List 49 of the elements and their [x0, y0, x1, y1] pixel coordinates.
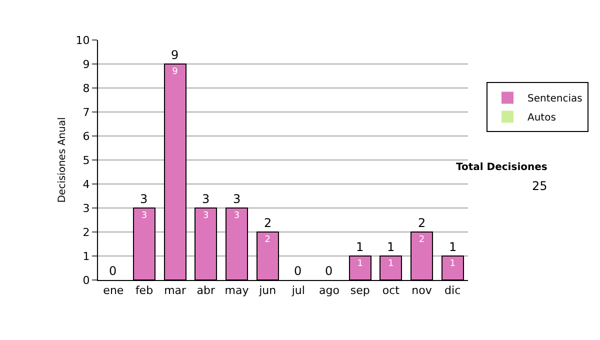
y-tick-label: 0	[82, 274, 90, 287]
y-tick-label: 4	[82, 178, 90, 191]
legend-label: Autos	[528, 112, 556, 124]
x-tick-label: may	[224, 284, 250, 298]
y-tick-label: 6	[82, 130, 90, 143]
x-tick-label: dic	[444, 284, 461, 298]
total-label: 3	[202, 192, 210, 206]
total-label: 1	[449, 240, 457, 254]
text: 25	[532, 179, 548, 193]
x-tick-label: abr	[196, 284, 216, 298]
y-tick-label: 3	[82, 202, 90, 215]
x-tick-label: feb	[135, 284, 154, 298]
y-tick-label: 5	[82, 154, 90, 167]
y-tick-label: 1	[82, 250, 90, 263]
y-tick-label: 9	[82, 58, 90, 71]
data-label: 3	[203, 211, 209, 221]
data-label: 2	[264, 235, 270, 245]
data-label: 2	[418, 235, 425, 245]
total-label: 2	[418, 216, 426, 230]
data-label: 3	[234, 211, 240, 221]
data-label: 1	[388, 259, 394, 269]
y-tick-label: 10	[76, 34, 90, 47]
legend-label: Sentencias	[528, 94, 582, 105]
y-tick-label: 7	[82, 106, 90, 119]
total-label: 0	[294, 264, 302, 278]
y-axis-title: Decisiones Anual	[56, 117, 68, 203]
x-tick-label: ene	[103, 284, 124, 298]
total-label: 1	[387, 240, 395, 254]
x-tick-label: ago	[319, 284, 340, 298]
x-tick-label: sep	[350, 284, 370, 298]
x-tick-label: nov	[412, 284, 432, 298]
data-label: 1	[450, 259, 456, 269]
data-label: 9	[172, 67, 178, 77]
total-label: 1	[356, 240, 364, 254]
x-tick-label: oct	[382, 284, 400, 298]
annotation: Total Decisiones	[456, 162, 548, 173]
x-tick-label: jul	[290, 284, 305, 298]
total-label: 3	[140, 192, 148, 206]
total-label: 2	[264, 216, 272, 230]
x-tick-label: mar	[164, 284, 187, 298]
total-label: 0	[325, 264, 333, 278]
data-label: 1	[357, 259, 363, 269]
total-label: 9	[171, 48, 179, 62]
total-label: 3	[233, 192, 241, 206]
y-tick-label: 2	[82, 226, 90, 239]
x-tick-label: jun	[258, 284, 276, 298]
y-tick-label: 8	[82, 82, 90, 95]
total-label: 0	[109, 264, 117, 278]
data-label: 3	[141, 211, 148, 221]
